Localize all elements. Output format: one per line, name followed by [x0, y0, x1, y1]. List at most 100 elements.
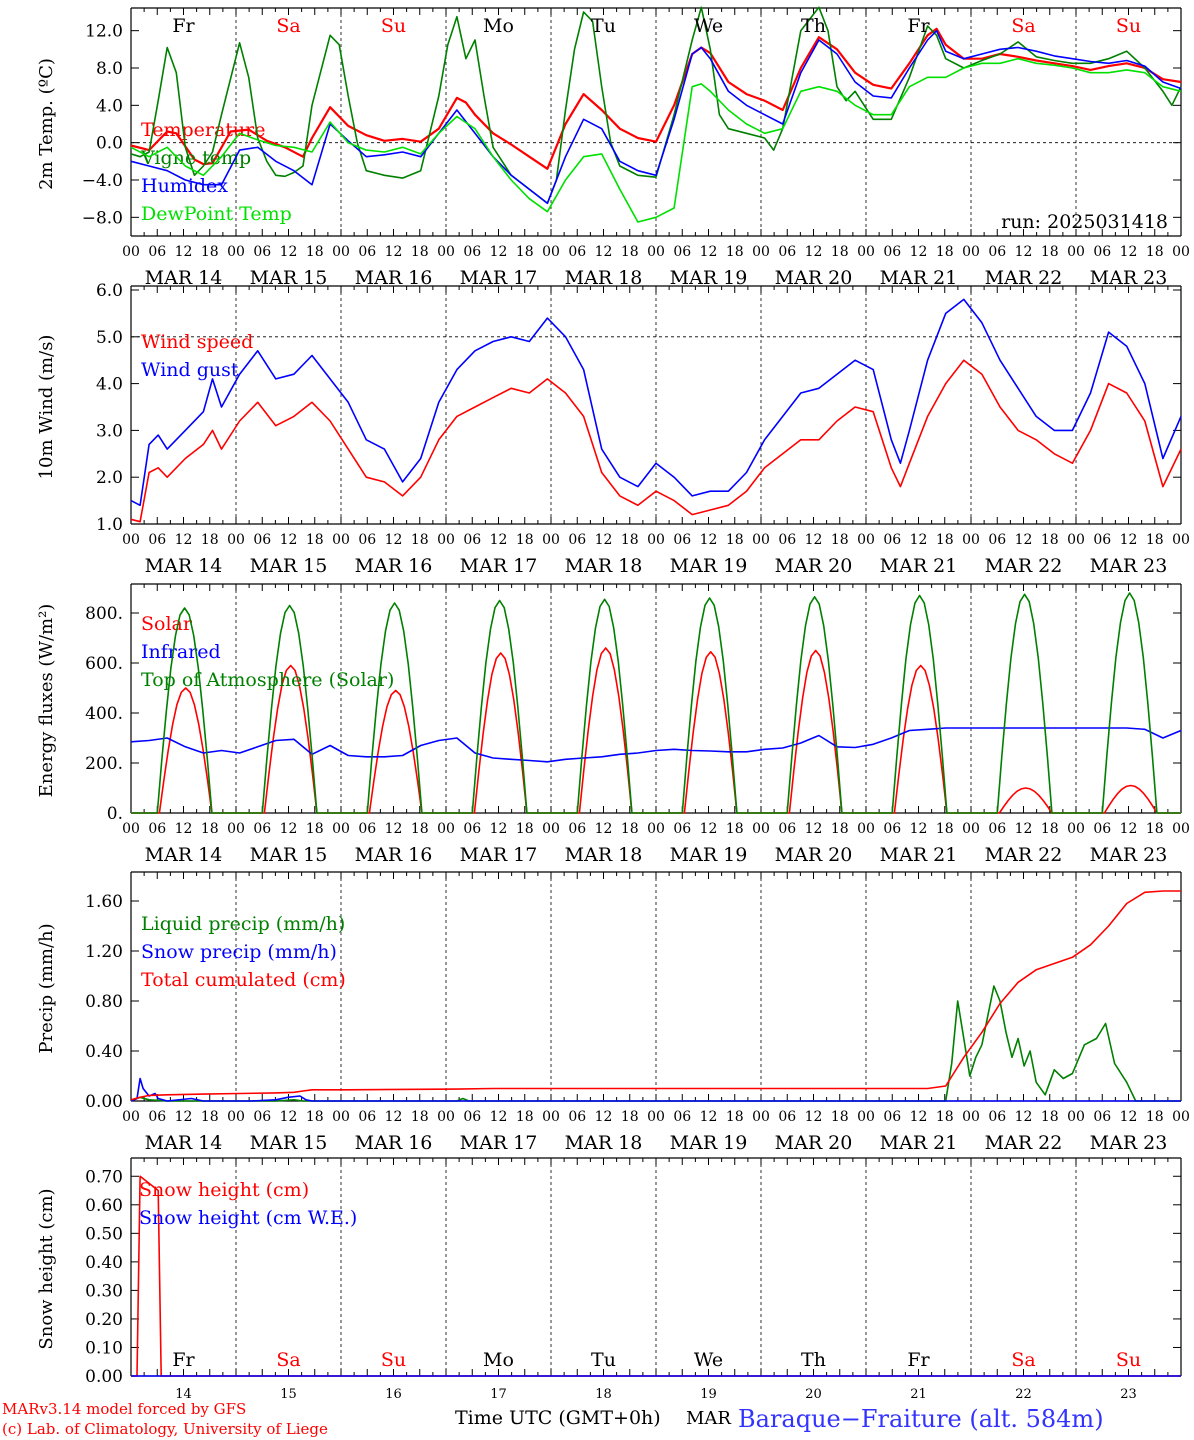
hour-tick-label: 18: [831, 1109, 849, 1125]
hour-tick-label: 00: [227, 1109, 245, 1125]
hour-tick-label: 18: [306, 244, 324, 260]
hour-tick-label: 18: [726, 1109, 744, 1125]
hour-tick-label: 12: [385, 532, 403, 548]
series-infrared: [130, 727, 1182, 763]
hour-tick-label: 12: [700, 821, 718, 837]
date-label: MAR 18: [565, 1132, 643, 1154]
legend-entry: Humidex: [141, 175, 228, 197]
y-tick-label: 12.0: [85, 22, 123, 42]
hour-tick-label: 06: [883, 244, 901, 260]
hour-tick-label: 12: [175, 821, 193, 837]
date-label: MAR 20: [775, 555, 853, 577]
hour-tick-label: 06: [778, 244, 796, 260]
legend-entry: Wind speed: [141, 331, 253, 353]
day-of-week-label: We: [694, 1349, 723, 1371]
date-label: MAR 17: [460, 267, 538, 289]
hour-tick-label: 18: [516, 244, 534, 260]
series-total-cumulated-cm-: [130, 890, 1181, 1101]
hour-tick-label: 00: [962, 1109, 980, 1125]
day-of-week-label: Su: [1116, 15, 1141, 37]
legend-entry: Total cumulated (cm): [141, 969, 346, 991]
legend-entry: Temperature: [141, 119, 265, 141]
hour-tick-label: 12: [385, 1109, 403, 1125]
day-of-week-label: Tu: [591, 15, 616, 37]
date-label: MAR 23: [1090, 1132, 1168, 1154]
hour-tick-label: 12: [490, 821, 508, 837]
hour-tick-label: 12: [1120, 1109, 1138, 1125]
hour-tick-label: 06: [883, 532, 901, 548]
series-temperature: [130, 27, 1182, 170]
series-humidex: [130, 29, 1182, 205]
hour-tick-label: 06: [148, 532, 166, 548]
hour-tick-label: 12: [1120, 532, 1138, 548]
hour-tick-label: 18: [1041, 821, 1059, 837]
series-dewpoint-temp: [130, 57, 1182, 223]
run-label: run: 2025031418: [1001, 211, 1168, 233]
hour-tick-label: 06: [463, 1109, 481, 1125]
hour-tick-label: 12: [1015, 1109, 1033, 1125]
date-label: MAR 15: [250, 267, 328, 289]
hour-tick-label: 12: [595, 532, 613, 548]
hour-tick-label: 18: [621, 244, 639, 260]
hour-tick-label: 06: [673, 821, 691, 837]
hour-tick-label: 00: [227, 244, 245, 260]
hour-tick-label: 00: [332, 821, 350, 837]
hour-tick-label: 06: [253, 532, 271, 548]
hour-tick-label: 12: [1015, 821, 1033, 837]
hour-tick-label: 00: [1172, 821, 1190, 837]
hour-tick-label: 18: [306, 821, 324, 837]
hour-tick-label: 18: [411, 821, 429, 837]
y-axis-title: Precip (mm/h): [36, 923, 57, 1053]
hour-tick-label: 00: [857, 821, 875, 837]
date-label: MAR 17: [460, 555, 538, 577]
y-tick-label: 4.0: [96, 96, 123, 116]
series-snow-precip-mm-h-: [130, 1077, 1181, 1102]
hour-tick-label: 00: [122, 532, 140, 548]
y-tick-label: 3.0: [96, 421, 123, 441]
hour-tick-label: 18: [936, 1109, 954, 1125]
day-of-week-label: Mo: [483, 1349, 514, 1371]
date-label: MAR 22: [985, 1132, 1063, 1154]
y-tick-label: 0.80: [85, 992, 123, 1012]
series-wind-gust: [130, 298, 1182, 507]
y-tick-label: 0.20: [85, 1310, 123, 1330]
panel-5: 0.70 0.60 0.50 0.40 0.30 0.20 0.10 0.00 Snow hei…: [36, 1157, 1182, 1402]
y-tick-label: 600.: [85, 654, 123, 674]
day-of-week-label: Th: [801, 15, 826, 37]
hour-tick-label: 18: [1146, 821, 1164, 837]
hour-tick-label: 12: [1015, 532, 1033, 548]
hour-tick-label: 00: [647, 532, 665, 548]
hour-tick-label: 00: [1172, 532, 1190, 548]
hour-tick-label: 18: [306, 1109, 324, 1125]
panel-3: 800. 600. 400. 200. 0. Energy fluxes (W/m²) So…: [36, 583, 1190, 866]
hour-tick-label: 00: [437, 821, 455, 837]
hour-tick-label: 00: [1172, 244, 1190, 260]
hour-tick-label: 00: [437, 1109, 455, 1125]
y-tick-label: 0.70: [85, 1167, 123, 1187]
hour-tick-label: 06: [148, 821, 166, 837]
hour-tick-label: 06: [253, 821, 271, 837]
hour-tick-label: 12: [910, 532, 928, 548]
date-label: MAR 14: [145, 844, 223, 866]
date-label: MAR 21: [880, 844, 958, 866]
hour-tick-label: 12: [490, 1109, 508, 1125]
hour-tick-label: 06: [1093, 821, 1111, 837]
hour-tick-label: 18: [726, 532, 744, 548]
hour-tick-label: 18: [201, 244, 219, 260]
hour-tick-label: 12: [1015, 244, 1033, 260]
hour-tick-label: 06: [883, 1109, 901, 1125]
y-axis-title: 10m Wind (m/s): [36, 335, 57, 480]
hour-tick-label: 12: [805, 244, 823, 260]
hour-tick-label: 06: [358, 244, 376, 260]
hour-tick-label: 06: [463, 821, 481, 837]
hour-tick-label: 18: [936, 532, 954, 548]
y-tick-label: 1.20: [85, 942, 123, 962]
hour-tick-label: 06: [463, 532, 481, 548]
hour-tick-label: 18: [201, 532, 219, 548]
hour-tick-label: 18: [936, 821, 954, 837]
day-number-label: 23: [1120, 1387, 1137, 1402]
hour-tick-label: 00: [437, 244, 455, 260]
hour-tick-label: 00: [962, 244, 980, 260]
series-liquid-precip-mm-h-: [130, 985, 1181, 1102]
hour-tick-label: 18: [516, 1109, 534, 1125]
